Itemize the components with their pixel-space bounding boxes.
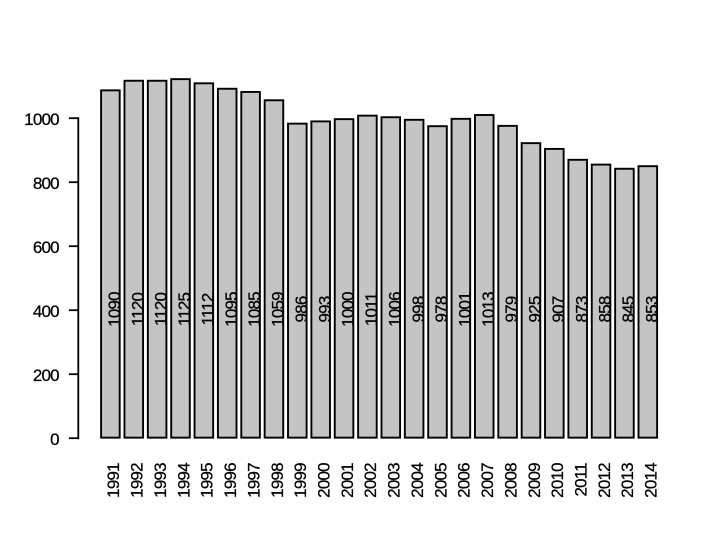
svg-text:2012: 2012: [595, 463, 614, 498]
svg-text:1993: 1993: [151, 463, 170, 498]
svg-text:858: 858: [596, 296, 615, 322]
svg-text:2000: 2000: [314, 463, 333, 498]
svg-text:1120: 1120: [152, 292, 171, 326]
svg-text:853: 853: [642, 296, 661, 322]
svg-text:1997: 1997: [244, 463, 263, 498]
svg-text:2010: 2010: [548, 463, 567, 498]
svg-text:1090: 1090: [105, 292, 124, 327]
svg-text:1013: 1013: [479, 292, 498, 327]
svg-text:2004: 2004: [408, 463, 427, 498]
svg-text:2003: 2003: [385, 463, 404, 498]
svg-text:907: 907: [549, 296, 568, 322]
svg-text:2001: 2001: [338, 463, 357, 498]
svg-text:1006: 1006: [385, 292, 404, 327]
svg-text:400: 400: [33, 302, 59, 321]
svg-text:600: 600: [33, 238, 59, 257]
svg-text:1011: 1011: [362, 292, 381, 326]
svg-text:0: 0: [50, 430, 59, 449]
svg-text:845: 845: [619, 296, 638, 322]
svg-text:873: 873: [572, 296, 591, 322]
svg-text:1999: 1999: [291, 463, 310, 498]
svg-text:1095: 1095: [222, 292, 241, 327]
svg-text:1991: 1991: [104, 463, 123, 498]
svg-text:925: 925: [526, 296, 545, 322]
svg-text:979: 979: [502, 296, 521, 322]
svg-text:1125: 1125: [175, 292, 194, 326]
svg-text:986: 986: [292, 296, 311, 322]
svg-text:2011: 2011: [572, 463, 591, 497]
svg-text:1001: 1001: [455, 292, 474, 327]
svg-text:993: 993: [315, 296, 334, 322]
svg-text:2007: 2007: [478, 463, 497, 498]
svg-text:978: 978: [432, 296, 451, 322]
svg-text:1996: 1996: [221, 463, 240, 498]
svg-text:1059: 1059: [269, 292, 288, 327]
svg-text:2009: 2009: [525, 463, 544, 498]
svg-text:2006: 2006: [455, 463, 474, 498]
svg-text:200: 200: [33, 366, 59, 385]
svg-text:1992: 1992: [128, 463, 147, 498]
svg-text:2002: 2002: [361, 463, 380, 498]
svg-text:1994: 1994: [174, 463, 193, 498]
svg-text:2013: 2013: [618, 463, 637, 498]
svg-text:1000: 1000: [24, 110, 59, 129]
svg-text:2005: 2005: [431, 463, 450, 498]
svg-text:800: 800: [33, 174, 59, 193]
svg-text:2008: 2008: [501, 463, 520, 498]
svg-text:1112: 1112: [198, 293, 217, 325]
svg-text:1000: 1000: [339, 292, 358, 327]
svg-text:1995: 1995: [198, 463, 217, 498]
svg-text:1998: 1998: [268, 463, 287, 498]
svg-text:998: 998: [409, 296, 428, 322]
svg-text:2014: 2014: [642, 463, 661, 498]
svg-text:1085: 1085: [245, 292, 264, 327]
svg-text:1120: 1120: [128, 292, 147, 326]
